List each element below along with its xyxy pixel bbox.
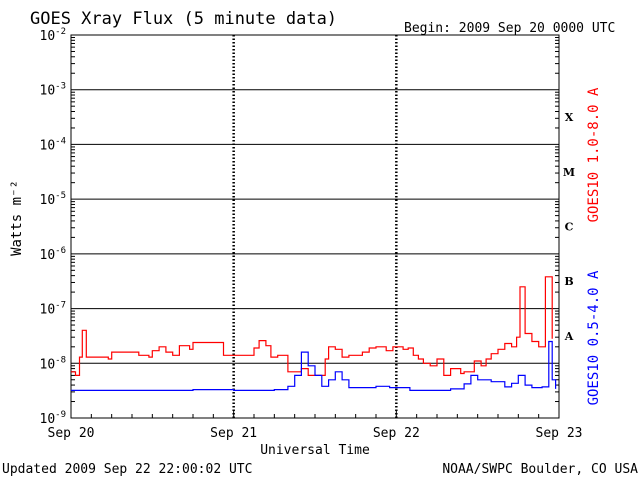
chart-title: GOES Xray Flux (5 minute data): [30, 9, 337, 29]
flare-class-labels: X M C B A: [563, 111, 575, 343]
series-line: [71, 276, 553, 376]
series-line: [71, 340, 557, 391]
begin-label: Begin: 2009 Sep 20 0000 UTC: [404, 21, 615, 36]
x-tick-label: Sep 22: [373, 426, 420, 441]
y-axis-label: Watts m⁻²: [9, 180, 25, 256]
flare-class-label: B: [564, 275, 573, 288]
y-tick-labels: 10-2 10-3 10-4 10-5 10-6 10-7 10-8 10-9: [40, 27, 67, 427]
legend-short-band: GOES10 0.5-4.0 A: [586, 270, 602, 405]
x-tick-label: Sep 20: [48, 426, 95, 441]
series-lines: [71, 276, 557, 391]
x-axis-label: Universal Time: [260, 443, 370, 458]
flare-class-label: M: [563, 166, 575, 179]
y-tick-label: 10-2: [40, 27, 67, 44]
y-tick-label: 10-3: [40, 82, 67, 99]
x-tick-label: Sep 21: [210, 426, 257, 441]
credit-label: NOAA/SWPC Boulder, CO USA: [442, 462, 638, 477]
flare-class-label: C: [565, 221, 574, 234]
updated-label: Updated 2009 Sep 22 22:00:02 UTC: [2, 462, 252, 477]
legend-long-band: GOES10 1.0-8.0 A: [586, 87, 602, 222]
flare-class-label: X: [565, 111, 574, 124]
x-tick-label: Sep 23: [536, 426, 583, 441]
y-tick-label: 10-5: [40, 191, 67, 208]
x-tick-labels: Sep 20 Sep 21 Sep 22 Sep 23: [48, 410, 583, 441]
flare-class-label: A: [564, 330, 574, 343]
y-tick-label: 10-9: [40, 410, 67, 427]
y-tick-label: 10-6: [40, 246, 67, 263]
y-tick-label: 10-4: [40, 136, 67, 153]
y-tick-label: 10-7: [40, 301, 67, 318]
day-separators: [232, 35, 398, 418]
y-tick-label: 10-8: [40, 355, 67, 372]
decade-gridlines: [71, 37, 559, 403]
